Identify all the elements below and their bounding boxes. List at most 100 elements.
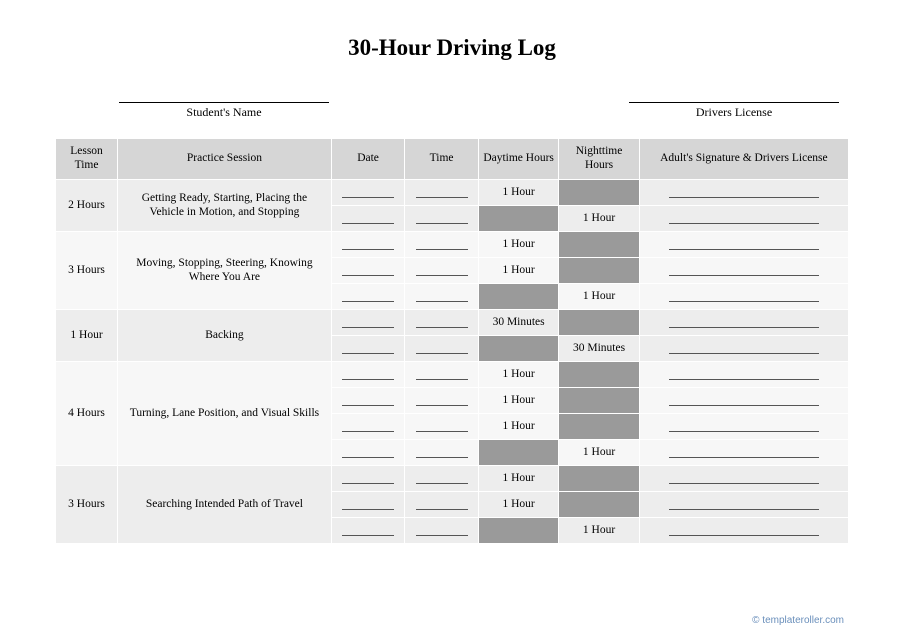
- th-nighttime: Nighttime Hours: [559, 139, 639, 180]
- drivers-license-field: Drivers License: [619, 89, 849, 120]
- driving-log-table: Lesson Time Practice Session Date Time D…: [55, 138, 849, 544]
- cell-daytime: [478, 205, 558, 231]
- cell-nighttime: [559, 491, 639, 517]
- cell-date[interactable]: [331, 387, 405, 413]
- cell-date[interactable]: [331, 465, 405, 491]
- cell-date[interactable]: [331, 439, 405, 465]
- cell-date[interactable]: [331, 491, 405, 517]
- cell-signature[interactable]: [639, 387, 848, 413]
- student-name-label: Student's Name: [186, 105, 261, 120]
- cell-practice-session: Searching Intended Path of Travel: [118, 465, 332, 543]
- th-time: Time: [405, 139, 479, 180]
- cell-daytime: 1 Hour: [478, 231, 558, 257]
- th-practice-session: Practice Session: [118, 139, 332, 180]
- cell-time[interactable]: [405, 309, 479, 335]
- cell-daytime: 1 Hour: [478, 387, 558, 413]
- cell-nighttime: 1 Hour: [559, 283, 639, 309]
- cell-signature[interactable]: [639, 257, 848, 283]
- cell-nighttime: [559, 465, 639, 491]
- page-title: 30-Hour Driving Log: [55, 35, 849, 61]
- header-fields: Student's Name Drivers License: [55, 89, 849, 120]
- cell-signature[interactable]: [639, 361, 848, 387]
- cell-signature[interactable]: [639, 335, 848, 361]
- footer-copyright: © templateroller.com: [752, 615, 844, 626]
- cell-practice-session: Backing: [118, 309, 332, 361]
- cell-daytime: 1 Hour: [478, 179, 558, 205]
- table-row: 4 HoursTurning, Lane Position, and Visua…: [56, 361, 849, 387]
- cell-lesson-time: 2 Hours: [56, 179, 118, 231]
- cell-date[interactable]: [331, 231, 405, 257]
- table-header-row: Lesson Time Practice Session Date Time D…: [56, 139, 849, 180]
- cell-time[interactable]: [405, 179, 479, 205]
- th-signature: Adult's Signature & Drivers License: [639, 139, 848, 180]
- cell-nighttime: 1 Hour: [559, 439, 639, 465]
- drivers-license-label: Drivers License: [696, 105, 772, 120]
- th-daytime: Daytime Hours: [478, 139, 558, 180]
- table-row: 3 HoursSearching Intended Path of Travel…: [56, 465, 849, 491]
- cell-lesson-time: 3 Hours: [56, 465, 118, 543]
- cell-nighttime: [559, 257, 639, 283]
- student-name-field: Student's Name: [109, 89, 339, 120]
- cell-time[interactable]: [405, 491, 479, 517]
- cell-time[interactable]: [405, 387, 479, 413]
- cell-date[interactable]: [331, 335, 405, 361]
- cell-daytime: 1 Hour: [478, 361, 558, 387]
- table-row: 1 HourBacking30 Minutes: [56, 309, 849, 335]
- cell-nighttime: 30 Minutes: [559, 335, 639, 361]
- cell-nighttime: [559, 387, 639, 413]
- cell-daytime: [478, 439, 558, 465]
- cell-practice-session: Turning, Lane Position, and Visual Skill…: [118, 361, 332, 465]
- cell-date[interactable]: [331, 309, 405, 335]
- cell-lesson-time: 3 Hours: [56, 231, 118, 309]
- cell-nighttime: [559, 179, 639, 205]
- cell-date[interactable]: [331, 361, 405, 387]
- cell-time[interactable]: [405, 231, 479, 257]
- cell-daytime: 1 Hour: [478, 465, 558, 491]
- cell-nighttime: [559, 413, 639, 439]
- cell-daytime: 1 Hour: [478, 491, 558, 517]
- cell-daytime: 30 Minutes: [478, 309, 558, 335]
- cell-nighttime: [559, 309, 639, 335]
- cell-nighttime: [559, 361, 639, 387]
- cell-nighttime: 1 Hour: [559, 205, 639, 231]
- cell-signature[interactable]: [639, 231, 848, 257]
- cell-signature[interactable]: [639, 439, 848, 465]
- cell-date[interactable]: [331, 413, 405, 439]
- cell-time[interactable]: [405, 517, 479, 543]
- cell-signature[interactable]: [639, 179, 848, 205]
- cell-signature[interactable]: [639, 309, 848, 335]
- cell-signature[interactable]: [639, 283, 848, 309]
- cell-daytime: [478, 335, 558, 361]
- cell-signature[interactable]: [639, 491, 848, 517]
- cell-date[interactable]: [331, 283, 405, 309]
- cell-daytime: 1 Hour: [478, 257, 558, 283]
- cell-signature[interactable]: [639, 517, 848, 543]
- cell-time[interactable]: [405, 335, 479, 361]
- th-date: Date: [331, 139, 405, 180]
- table-row: 2 HoursGetting Ready, Starting, Placing …: [56, 179, 849, 205]
- cell-practice-session: Getting Ready, Starting, Placing the Veh…: [118, 179, 332, 231]
- cell-daytime: [478, 283, 558, 309]
- cell-time[interactable]: [405, 439, 479, 465]
- cell-signature[interactable]: [639, 413, 848, 439]
- cell-nighttime: [559, 231, 639, 257]
- cell-signature[interactable]: [639, 465, 848, 491]
- cell-date[interactable]: [331, 179, 405, 205]
- cell-date[interactable]: [331, 257, 405, 283]
- cell-time[interactable]: [405, 465, 479, 491]
- table-row: 3 HoursMoving, Stopping, Steering, Knowi…: [56, 231, 849, 257]
- cell-daytime: 1 Hour: [478, 413, 558, 439]
- cell-lesson-time: 1 Hour: [56, 309, 118, 361]
- cell-daytime: [478, 517, 558, 543]
- cell-practice-session: Moving, Stopping, Steering, Knowing Wher…: [118, 231, 332, 309]
- th-lesson-time: Lesson Time: [56, 139, 118, 180]
- cell-date[interactable]: [331, 205, 405, 231]
- cell-signature[interactable]: [639, 205, 848, 231]
- cell-date[interactable]: [331, 517, 405, 543]
- cell-time[interactable]: [405, 283, 479, 309]
- cell-nighttime: 1 Hour: [559, 517, 639, 543]
- cell-time[interactable]: [405, 361, 479, 387]
- cell-time[interactable]: [405, 205, 479, 231]
- cell-time[interactable]: [405, 257, 479, 283]
- cell-time[interactable]: [405, 413, 479, 439]
